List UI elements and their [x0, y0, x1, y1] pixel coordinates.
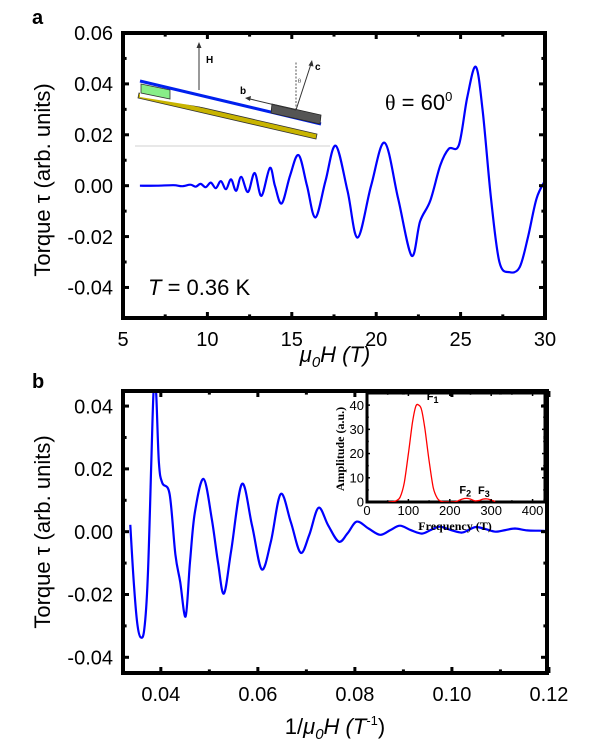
y-tick-label: 30: [350, 422, 364, 437]
panel-b-label: b: [32, 371, 44, 393]
c-arrow-head-icon: [308, 60, 314, 67]
diagram-label-c: c: [315, 62, 321, 73]
x-tick-label: 20: [365, 329, 387, 351]
y-tick-label: -0.04: [67, 278, 113, 300]
c-arrow-icon: [295, 63, 312, 111]
inset-frame: [365, 391, 547, 504]
inset-curve-layer: [387, 403, 496, 502]
temperature-annotation: T = 0.36 K: [148, 275, 250, 300]
y-tick-label: -0.02: [67, 585, 113, 607]
x-tick-label: 300: [480, 503, 502, 518]
y-tick-label: 0.04: [74, 396, 113, 418]
x-tick-label: 10: [196, 329, 218, 351]
inset-x-axis-title: Frequency (T): [418, 519, 491, 533]
x-tick-label: 0.12: [529, 684, 568, 706]
y-tick-label: 0.02: [74, 125, 113, 147]
x-tick-label: 5: [117, 329, 128, 351]
series-line-torque: [139, 65, 545, 274]
y-tick-label: 20: [350, 446, 364, 461]
y-tick-label: -0.02: [67, 227, 113, 249]
panel-b-x-axis-title: 1/μ0H (T-1): [285, 713, 385, 743]
panel-a: a H b c θ 5 10 15 20 25 30 -0.04 -0.02 0.00 0.02 0…: [30, 7, 556, 371]
panel-b-y-axis-title: Torque τ (arb. units): [30, 435, 55, 628]
sample-block: [270, 103, 322, 125]
b-arrow-icon: [249, 98, 297, 111]
cantilever-yellow-bar: [137, 92, 318, 140]
inset-ticks: 0 100 200 300 400 0 10 20 30 40: [350, 393, 545, 518]
diagram-label-b: b: [240, 86, 246, 97]
y-tick-label: 0.00: [74, 176, 113, 198]
x-tick-label: 0.04: [141, 684, 180, 706]
x-tick-label: 200: [439, 503, 461, 518]
y-tick-label: 0.02: [74, 459, 113, 481]
h-arrow-head-icon: [196, 42, 202, 48]
diagram-label-theta: θ: [298, 79, 301, 85]
cantilever-diagram: H b c θ: [135, 42, 330, 147]
x-tick-label: 30: [534, 329, 556, 351]
angle-annotation: θ = 600: [385, 89, 452, 115]
panel-a-x-axis-title: μ0H (T): [299, 342, 371, 371]
x-tick-label: 0.06: [238, 684, 277, 706]
panel-a-label: a: [32, 7, 44, 29]
panel-a-ticks: 5 10 15 20 25 30 -0.04 -0.02 0.00 0.02 0.04 0.06: [67, 23, 556, 351]
peak-label-f1: F1: [427, 391, 439, 405]
b-arrow-head-icon: [245, 96, 251, 101]
x-tick-label: 400: [522, 503, 544, 518]
y-tick-label: -0.04: [67, 647, 113, 669]
y-tick-label: 10: [350, 470, 364, 485]
inset-peak-labels: F1 F2 F3: [427, 391, 490, 499]
green-block: [140, 83, 171, 100]
x-tick-label: 15: [281, 329, 303, 351]
inset-y-axis-title: Amplitude (a.u.): [333, 407, 347, 491]
x-tick-label: 25: [449, 329, 471, 351]
series-line-fft-amplitude: [387, 403, 496, 502]
diagram-label-h: H: [206, 55, 213, 66]
x-tick-label: 0: [363, 503, 370, 518]
x-tick-label: 0.10: [432, 684, 471, 706]
panel-b-curve-layer: [129, 391, 547, 639]
y-tick-label: 0.04: [74, 74, 113, 96]
y-tick-label: 0.00: [74, 522, 113, 544]
fft-inset: 0 100 200 300 400 0 10 20 30 40 F1 F2 F3 Frequency …: [333, 391, 547, 533]
panel-a-curve-layer: [139, 65, 545, 274]
x-tick-label: 100: [398, 503, 420, 518]
peak-label-f3: F3: [478, 485, 490, 499]
peak-label-f2: F2: [459, 484, 471, 498]
x-tick-label: 0.08: [335, 684, 374, 706]
panel-b: b 0 100 200 300 400 0 10 20 30 40 F1 F2 F3 Frequenc…: [30, 371, 568, 743]
panel-b-ticks: 0.04 0.06 0.08 0.10 0.12 -0.04 -0.02 0.00 0.02 0.…: [67, 391, 568, 706]
panel-a-y-axis-title: Torque τ (arb. units): [30, 83, 55, 276]
y-tick-label: 40: [350, 398, 364, 413]
y-tick-label: 0.06: [74, 23, 113, 45]
series-line-torque: [129, 391, 547, 639]
y-tick-label: 0: [357, 495, 364, 510]
